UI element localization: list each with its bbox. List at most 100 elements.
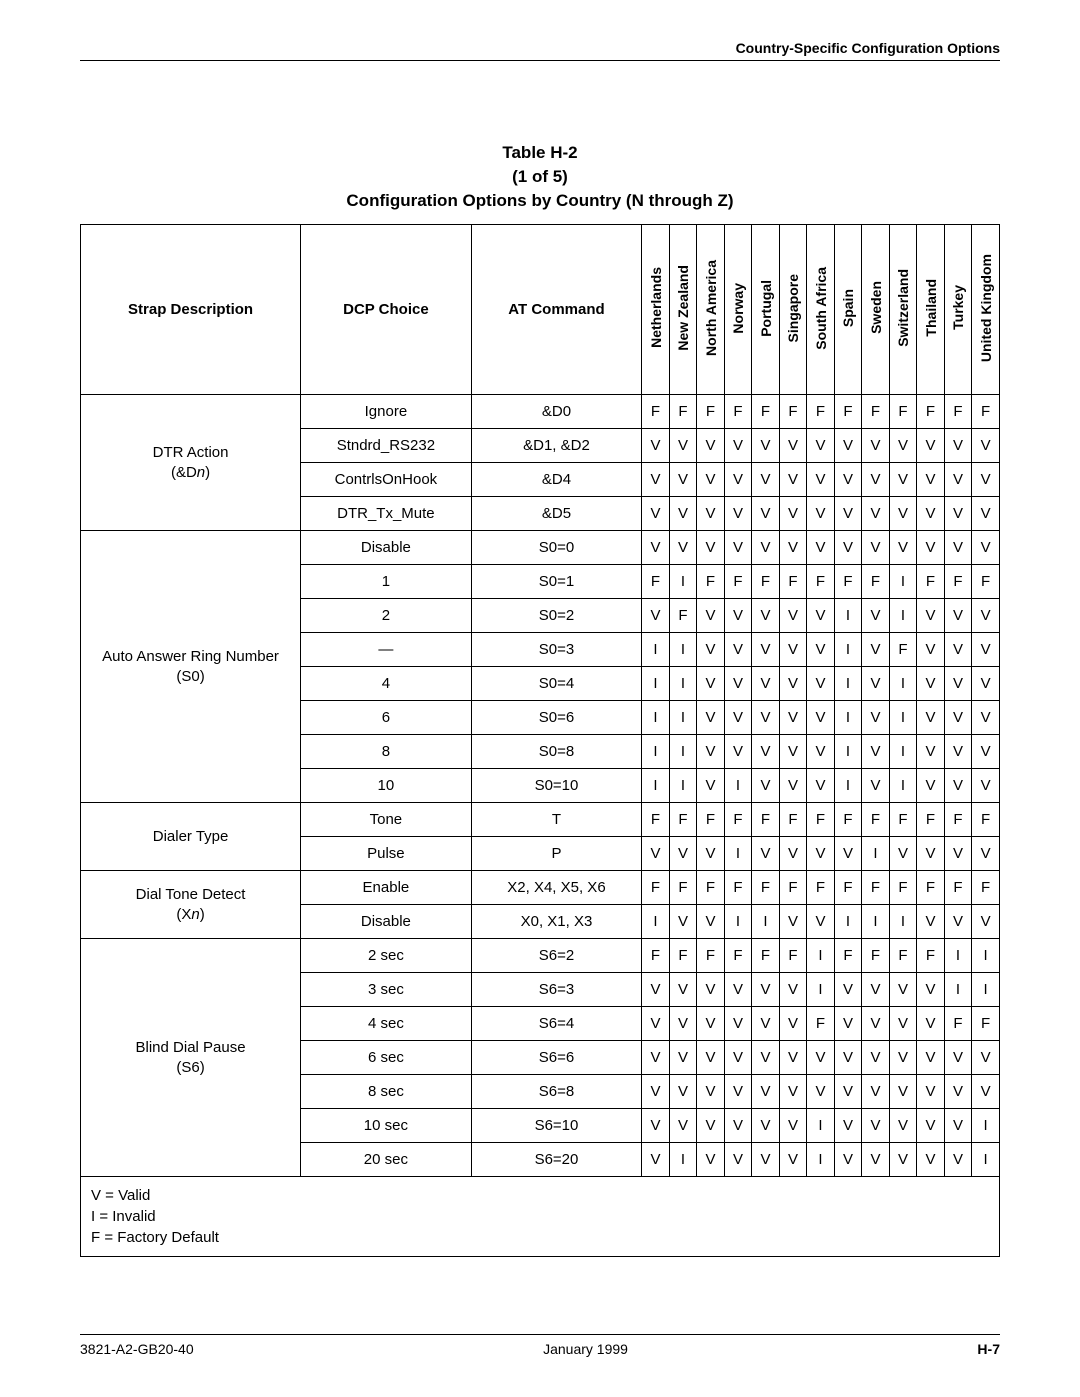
- value-cell: V: [807, 769, 835, 803]
- at-command-cell: &D4: [471, 463, 642, 497]
- value-cell: V: [917, 667, 945, 701]
- dcp-choice-cell: Pulse: [301, 837, 472, 871]
- dcp-choice-cell: 10 sec: [301, 1109, 472, 1143]
- value-cell: F: [752, 803, 780, 837]
- col-country: Sweden: [862, 225, 890, 395]
- value-cell: V: [972, 429, 1000, 463]
- value-cell: V: [752, 633, 780, 667]
- country-label: Switzerland: [893, 263, 913, 353]
- value-cell: F: [779, 565, 807, 599]
- value-cell: V: [724, 497, 752, 531]
- value-cell: V: [862, 599, 890, 633]
- value-cell: V: [779, 463, 807, 497]
- value-cell: I: [834, 599, 862, 633]
- value-cell: V: [724, 735, 752, 769]
- country-label: South Africa: [811, 261, 831, 356]
- value-cell: I: [752, 905, 780, 939]
- value-cell: I: [669, 735, 697, 769]
- value-cell: I: [834, 905, 862, 939]
- value-cell: F: [669, 939, 697, 973]
- col-country: Portugal: [752, 225, 780, 395]
- strap-name: Blind Dial Pause: [87, 1038, 294, 1058]
- at-command-cell: S0=10: [471, 769, 642, 803]
- col-country: Switzerland: [889, 225, 917, 395]
- dcp-choice-cell: 6: [301, 701, 472, 735]
- value-cell: V: [834, 1075, 862, 1109]
- table-caption: Table H-2 (1 of 5) Configuration Options…: [80, 141, 1000, 212]
- value-cell: V: [779, 633, 807, 667]
- value-cell: V: [807, 837, 835, 871]
- value-cell: F: [917, 871, 945, 905]
- value-cell: I: [669, 769, 697, 803]
- col-at-command: AT Command: [471, 225, 642, 395]
- value-cell: V: [917, 735, 945, 769]
- value-cell: V: [697, 429, 725, 463]
- value-cell: V: [779, 735, 807, 769]
- value-cell: V: [972, 599, 1000, 633]
- legend-line: F = Factory Default: [91, 1227, 989, 1248]
- value-cell: V: [944, 837, 972, 871]
- table-title: Configuration Options by Country (N thro…: [80, 189, 1000, 213]
- value-cell: V: [669, 463, 697, 497]
- value-cell: V: [779, 1075, 807, 1109]
- value-cell: F: [752, 565, 780, 599]
- table-row: DTR Action(&Dn)Ignore&D0FFFFFFFFFFFFF: [81, 395, 1000, 429]
- value-cell: V: [752, 1075, 780, 1109]
- value-cell: I: [834, 735, 862, 769]
- value-cell: I: [889, 735, 917, 769]
- value-cell: V: [889, 1143, 917, 1177]
- value-cell: I: [862, 837, 890, 871]
- value-cell: V: [807, 633, 835, 667]
- value-cell: V: [697, 463, 725, 497]
- value-cell: F: [697, 939, 725, 973]
- value-cell: I: [889, 769, 917, 803]
- col-country: Netherlands: [642, 225, 670, 395]
- value-cell: V: [752, 973, 780, 1007]
- value-cell: V: [779, 905, 807, 939]
- value-cell: V: [917, 905, 945, 939]
- value-cell: I: [669, 701, 697, 735]
- value-cell: F: [807, 871, 835, 905]
- at-command-cell: S0=4: [471, 667, 642, 701]
- value-cell: I: [889, 667, 917, 701]
- value-cell: V: [752, 1143, 780, 1177]
- value-cell: V: [944, 735, 972, 769]
- table-row: Dialer TypeToneTFFFFFFFFFFFFF: [81, 803, 1000, 837]
- value-cell: V: [779, 667, 807, 701]
- value-cell: V: [752, 599, 780, 633]
- table-part: (1 of 5): [80, 165, 1000, 189]
- value-cell: F: [944, 803, 972, 837]
- value-cell: I: [669, 667, 697, 701]
- value-cell: V: [642, 531, 670, 565]
- value-cell: V: [862, 1007, 890, 1041]
- strap-name: Dial Tone Detect: [87, 885, 294, 905]
- dcp-choice-cell: Tone: [301, 803, 472, 837]
- value-cell: V: [862, 1041, 890, 1075]
- value-cell: V: [779, 701, 807, 735]
- value-cell: V: [944, 667, 972, 701]
- strap-description-cell: Blind Dial Pause(S6): [81, 939, 301, 1177]
- at-command-cell: S6=20: [471, 1143, 642, 1177]
- value-cell: F: [807, 1007, 835, 1041]
- value-cell: V: [752, 667, 780, 701]
- value-cell: I: [944, 973, 972, 1007]
- value-cell: V: [972, 497, 1000, 531]
- value-cell: V: [944, 531, 972, 565]
- value-cell: I: [834, 667, 862, 701]
- value-cell: V: [669, 1041, 697, 1075]
- value-cell: V: [807, 429, 835, 463]
- value-cell: F: [889, 871, 917, 905]
- value-cell: V: [697, 497, 725, 531]
- value-cell: F: [779, 395, 807, 429]
- value-cell: F: [944, 871, 972, 905]
- value-cell: V: [917, 429, 945, 463]
- value-cell: I: [642, 701, 670, 735]
- value-cell: V: [917, 973, 945, 1007]
- value-cell: V: [834, 973, 862, 1007]
- value-cell: F: [752, 395, 780, 429]
- value-cell: V: [724, 1075, 752, 1109]
- value-cell: V: [972, 667, 1000, 701]
- value-cell: V: [862, 1075, 890, 1109]
- value-cell: V: [697, 1143, 725, 1177]
- value-cell: F: [834, 939, 862, 973]
